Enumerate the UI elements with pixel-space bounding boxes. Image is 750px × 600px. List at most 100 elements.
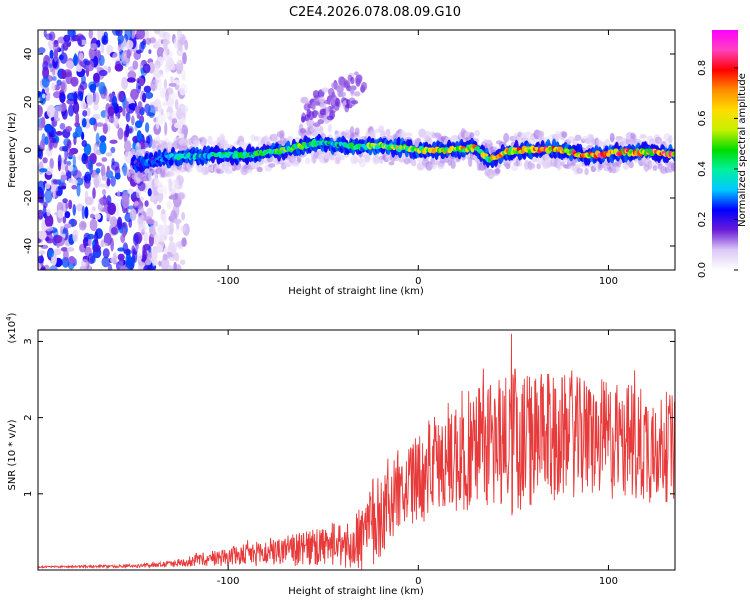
spectrogram-cell xyxy=(178,133,185,138)
spectrogram-cell xyxy=(41,93,46,99)
spectrogram-cell xyxy=(164,185,168,198)
spectrogram-cell xyxy=(163,247,168,255)
spectrogram-cell xyxy=(58,54,64,61)
spectrogram-cell xyxy=(350,100,359,105)
spectrogram-cell xyxy=(474,130,481,137)
spectrogram-cell xyxy=(155,73,165,78)
spectrogram-cell xyxy=(75,125,83,138)
spectrogram-cell xyxy=(157,102,162,113)
spectrogram-cell xyxy=(503,132,510,143)
spectrogram-cell xyxy=(352,155,359,164)
snr-x-tick-label: 0 xyxy=(415,576,421,587)
spectrogram-cell xyxy=(75,112,80,126)
spectrogram-cell xyxy=(163,217,167,226)
spectrogram-cell xyxy=(111,30,121,36)
spectrogram-cell xyxy=(134,200,139,207)
colorbar: 0.0 0.2 0.4 0.6 0.8 Normalized spectral ampl… xyxy=(697,30,748,278)
spectrogram-cell xyxy=(372,154,380,165)
colorbar-tick-label: 0.2 xyxy=(697,212,708,228)
spectrogram-cell xyxy=(73,135,77,146)
spectrogram-cell xyxy=(175,264,182,270)
spectrogram-cell xyxy=(162,38,168,51)
spectrogram-cell xyxy=(58,182,67,189)
spectrogram-cell xyxy=(77,91,84,101)
spectrogram-cell xyxy=(53,248,62,256)
spectrogram-cell xyxy=(84,206,89,219)
spectrogram-cell xyxy=(181,212,186,221)
spectrogram-cell xyxy=(53,110,59,120)
spectrogram-cell xyxy=(86,92,94,106)
spectrogram-cell xyxy=(130,88,139,101)
spectrogram-cell xyxy=(117,127,124,140)
spectrogram-cell xyxy=(49,158,54,170)
spectrogram-cell xyxy=(326,115,334,121)
spectrogram-cell xyxy=(107,202,117,215)
spectrogram-cell xyxy=(321,87,330,93)
spectrogram-cell xyxy=(306,119,315,128)
spectrogram-cell xyxy=(76,183,81,197)
spectrogram-y-tick-label: 20 xyxy=(23,96,34,109)
spectrogram-cells xyxy=(38,30,675,270)
spectrogram-cell xyxy=(401,129,406,139)
spectrogram-cell xyxy=(162,224,170,237)
spectrogram-cell xyxy=(385,128,391,137)
spectrogram-cell xyxy=(97,183,107,188)
spectrogram-cell xyxy=(49,140,54,150)
colorbar-label: Normalized spectral amplitude xyxy=(737,73,748,227)
spectrogram-cell xyxy=(95,228,104,240)
spectrogram-cell xyxy=(44,123,53,134)
spectrogram-cell xyxy=(68,199,73,210)
spectrogram-cell xyxy=(84,190,89,201)
spectrogram-cell xyxy=(129,208,137,221)
spectrogram-cell xyxy=(134,105,140,115)
spectrogram-cell xyxy=(611,165,620,173)
spectrogram-cell xyxy=(173,218,182,224)
spectrogram-cell xyxy=(60,174,68,181)
spectrogram-cell xyxy=(169,221,174,236)
spectrogram-cell xyxy=(86,107,91,117)
spectrogram-cell xyxy=(319,102,327,109)
spectrogram-cell xyxy=(160,257,170,270)
spectrogram-cell xyxy=(168,241,173,252)
spectrogram-cell xyxy=(138,215,144,226)
snr-x-tick-label: 100 xyxy=(599,576,618,587)
spectrogram-cell xyxy=(65,143,70,152)
spectrogram-cell xyxy=(72,170,82,180)
spectrogram-cell xyxy=(72,203,77,216)
spectrogram-cell xyxy=(157,112,166,124)
spectrogram-y-tick-label: -20 xyxy=(23,190,34,206)
spectrogram-cell xyxy=(101,189,107,196)
spectrogram-x-tick-label: 0 xyxy=(415,276,421,287)
spectrogram-cell xyxy=(153,259,159,266)
spectrogram-cell xyxy=(176,47,184,57)
spectrogram-cell xyxy=(174,228,181,237)
spectrogram-cell xyxy=(147,188,152,197)
spectrogram-cell xyxy=(494,168,501,174)
spectrogram-cell xyxy=(122,162,128,177)
spectrogram-cell xyxy=(101,175,107,181)
spectrogram-cell xyxy=(67,30,75,38)
spectrogram-cell xyxy=(46,209,51,217)
spectrogram-cell xyxy=(138,252,142,263)
spectrogram-cell xyxy=(202,138,208,143)
spectrogram-cell xyxy=(38,47,46,54)
spectrogram-cell xyxy=(388,161,395,166)
spectrogram-cell xyxy=(349,126,355,135)
spectrogram-cell xyxy=(654,136,663,144)
spectrogram-cell xyxy=(66,160,72,166)
spectrogram-cell xyxy=(647,159,653,170)
spectrogram-cell xyxy=(315,129,320,135)
spectrogram-cell xyxy=(670,162,675,172)
spectrogram-cell xyxy=(175,63,182,70)
spectrogram-cell xyxy=(117,216,123,230)
spectrogram-cell xyxy=(169,170,176,177)
spectrogram-cell xyxy=(132,60,139,70)
spectrogram-cell xyxy=(47,249,54,258)
spectrogram-cell xyxy=(303,103,311,111)
spectrogram-cell xyxy=(125,257,135,270)
spectrogram-cell xyxy=(81,118,87,128)
spectrogram-cell xyxy=(162,101,169,107)
spectrogram-cell xyxy=(59,92,66,103)
spectrogram-cell xyxy=(92,187,96,199)
